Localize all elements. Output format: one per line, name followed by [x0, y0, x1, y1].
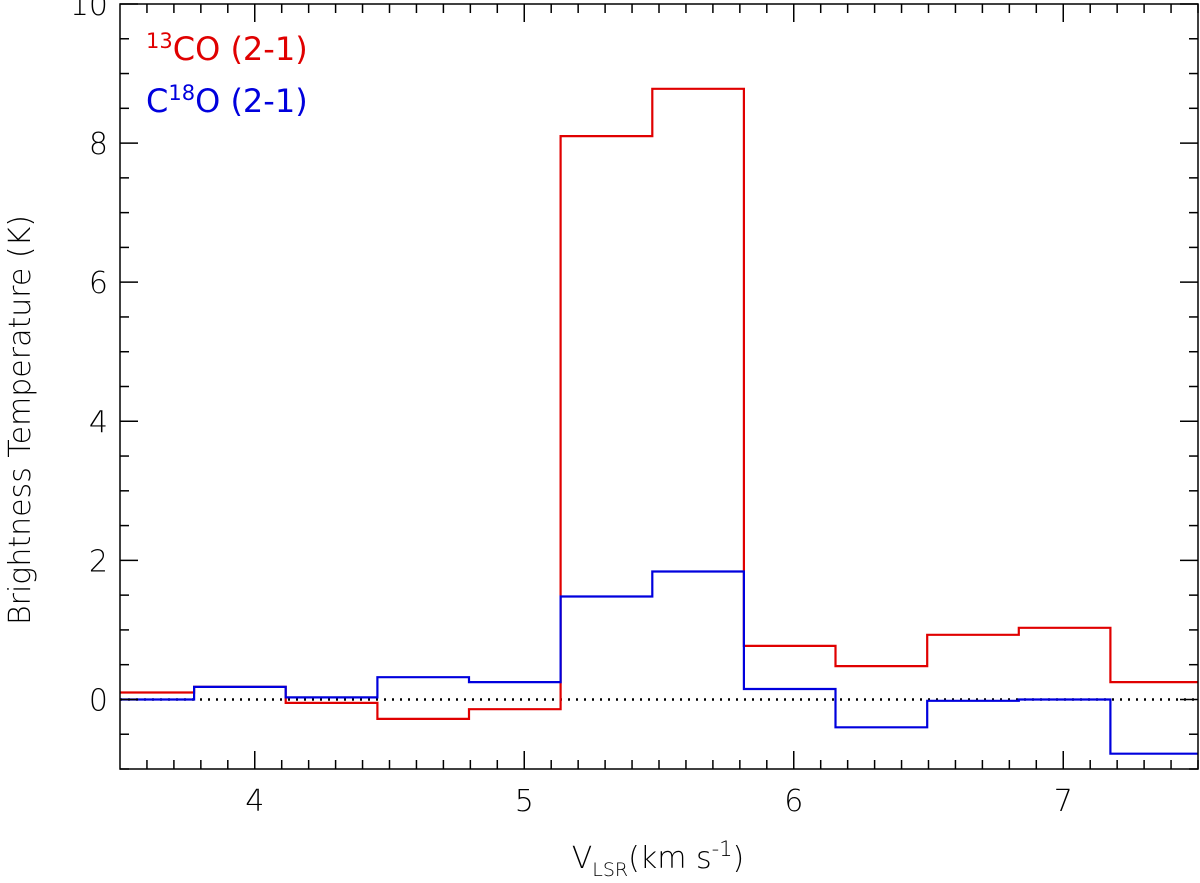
x-axis-label-close: ) [733, 841, 745, 876]
y-tick-label: 2 [89, 544, 108, 579]
ticks-layer [120, 3, 1199, 770]
x-tick-label: 6 [784, 784, 803, 819]
legend-c18o-pre: C [146, 82, 168, 120]
legend-c18o-sup: 18 [168, 81, 195, 105]
tick-labels-layer: 4 5 6 7 0 2 4 6 8 10 [70, 0, 1073, 819]
x-tick-label: 4 [245, 784, 264, 819]
y-tick-label: 6 [89, 266, 108, 301]
x-axis-label-main: V [572, 841, 593, 876]
y-axis-label: Brightness Temperature (K) [3, 215, 38, 625]
series-line-1 [120, 570, 1198, 755]
series-layer [120, 87, 1198, 755]
legend-entry-c18o: C18O (2-1) [146, 81, 308, 120]
series-line-0 [120, 87, 1198, 720]
y-tick-label: 4 [89, 405, 108, 440]
y-tick-label: 8 [89, 127, 108, 162]
x-axis-label-subscript: LSR [592, 859, 628, 881]
legend-13co-main: CO (2-1) [173, 30, 308, 68]
legend-entry-13co: 13CO (2-1) [146, 29, 308, 68]
x-axis-label-exponent: -1 [712, 837, 733, 861]
legend-13co-sup: 13 [146, 29, 173, 53]
legend-c18o-main: O (2-1) [195, 82, 308, 120]
y-tick-label: 0 [89, 683, 108, 718]
y-tick-label: 10 [70, 0, 108, 23]
x-tick-label: 5 [515, 784, 534, 819]
x-tick-label: 7 [1054, 784, 1073, 819]
x-axis-label: VLSR(km s-1) [572, 837, 745, 881]
x-axis-label-rest: (km s [628, 841, 711, 876]
